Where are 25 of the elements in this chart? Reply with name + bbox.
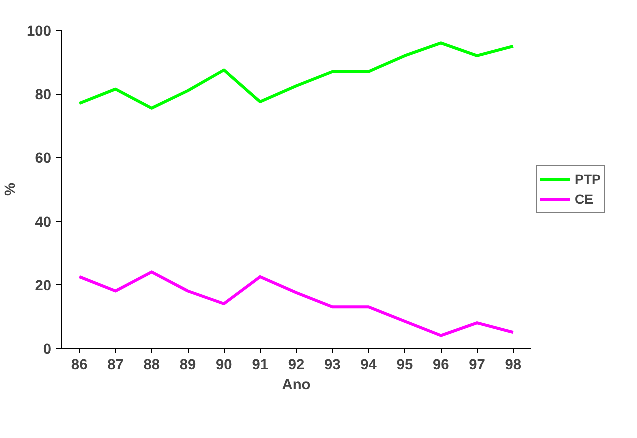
- x-tick-label: 88: [144, 358, 160, 374]
- y-axis-title: %: [3, 182, 20, 196]
- line-series: [78, 42, 515, 110]
- legend-label: PTP: [575, 172, 601, 186]
- x-tick-label: 93: [324, 358, 341, 374]
- x-tick-label: 97: [469, 358, 486, 374]
- y-tick-label: 0: [43, 342, 52, 358]
- y-tick-label: 100: [27, 24, 52, 40]
- x-tick-label: 87: [108, 358, 124, 374]
- x-tick-label: 90: [216, 358, 232, 374]
- y-tick-label: 80: [35, 88, 52, 104]
- legend-label: CE: [575, 192, 595, 206]
- y-tick-label: 20: [35, 278, 52, 294]
- line-series: [78, 270, 515, 338]
- x-tick-label: 95: [396, 358, 414, 374]
- x-tick-label: 89: [180, 358, 196, 374]
- x-tick-label: 86: [71, 358, 88, 374]
- y-tick-label: 40: [35, 214, 52, 231]
- x-axis-title: Ano: [282, 378, 311, 394]
- x-tick-label: 94: [360, 358, 378, 374]
- x-tick-label: 96: [432, 358, 450, 374]
- x-tick-label: 98: [505, 358, 522, 374]
- y-tick-label: 60: [35, 151, 52, 168]
- x-tick-label: 92: [288, 358, 305, 374]
- x-tick-label: 91: [252, 358, 269, 374]
